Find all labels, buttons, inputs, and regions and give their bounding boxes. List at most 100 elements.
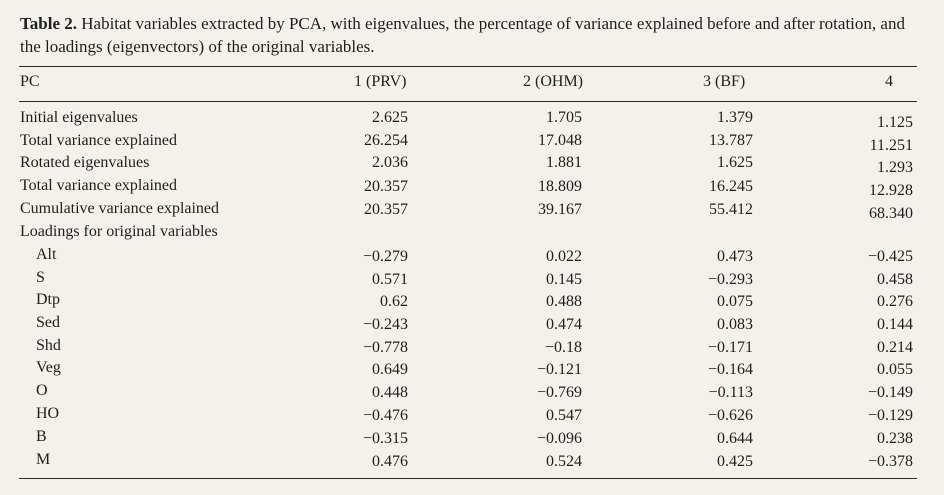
cell-col-2: 0.474 xyxy=(546,316,582,333)
cell-col-3: 0.425 xyxy=(717,453,753,470)
table-row: Total variance explained 26.254 17.048 13.7… xyxy=(0,132,944,154)
row-label: M xyxy=(36,451,51,468)
cell-col-4: 0.055 xyxy=(877,361,913,378)
cell-col-4: 68.340 xyxy=(869,205,913,222)
row-label: Total variance explained xyxy=(20,132,178,149)
table-row: Initial eigenvalues 2.625 1.705 1.379 1.125 xyxy=(0,109,944,131)
row-label: Sed xyxy=(36,314,60,331)
cell-col-4: −0.425 xyxy=(867,248,913,265)
row-label: Loadings for original variables xyxy=(20,223,218,240)
row-label: Initial eigenvalues xyxy=(20,109,138,126)
cell-col-3: −0.171 xyxy=(707,339,753,356)
cell-col-1: 0.476 xyxy=(372,453,408,470)
caption-text: Habitat variables extracted by PCA, with… xyxy=(20,14,905,56)
table-row: Shd −0.778 −0.18 −0.171 0.214 xyxy=(0,337,944,359)
cell-col-1: −0.243 xyxy=(362,316,408,333)
table-row: HO −0.476 0.547 −0.626 −0.129 xyxy=(0,405,944,427)
header-pc: PC xyxy=(20,73,40,90)
cell-col-1: 0.62 xyxy=(380,293,408,310)
cell-col-2: 0.524 xyxy=(546,453,582,470)
row-label: B xyxy=(36,428,47,445)
cell-col-2: 39.167 xyxy=(538,201,582,218)
table-row: Loadings for original variables xyxy=(0,223,944,245)
cell-col-1: −0.778 xyxy=(362,339,408,356)
cell-col-2: 17.048 xyxy=(538,132,582,149)
cell-col-3: 55.412 xyxy=(709,201,753,218)
table-row: Veg 0.649 −0.121 −0.164 0.055 xyxy=(0,359,944,381)
cell-col-2: 0.145 xyxy=(546,271,582,288)
header-col-3: 3 (BF) xyxy=(703,73,746,90)
cell-col-3: 0.075 xyxy=(717,293,753,310)
table-row: Dtp 0.62 0.488 0.075 0.276 xyxy=(0,291,944,313)
cell-col-2: 1.705 xyxy=(546,109,582,126)
cell-col-3: 0.083 xyxy=(717,316,753,333)
cell-col-1: −0.476 xyxy=(362,407,408,424)
cell-col-4: 0.276 xyxy=(877,293,913,310)
cell-col-2: −0.18 xyxy=(544,339,582,356)
cell-col-2: 18.809 xyxy=(538,178,582,195)
row-label: Cumulative variance explained xyxy=(20,200,220,217)
table-row: B −0.315 −0.096 0.644 0.238 xyxy=(0,428,944,450)
cell-col-1: 2.036 xyxy=(372,154,408,171)
row-label: O xyxy=(36,382,48,399)
row-label: Rotated eigenvalues xyxy=(20,154,150,171)
table-row: M 0.476 0.524 0.425 −0.378 xyxy=(0,451,944,473)
cell-col-1: 0.649 xyxy=(372,361,408,378)
cell-col-3: 16.245 xyxy=(709,178,753,195)
cell-col-4: 1.293 xyxy=(877,159,913,176)
cell-col-1: −0.279 xyxy=(362,248,408,265)
cell-col-4: 0.238 xyxy=(877,430,913,447)
table-row: Cumulative variance explained 20.357 39.16… xyxy=(0,200,944,222)
cell-col-2: −0.096 xyxy=(536,430,582,447)
cell-col-2: 0.547 xyxy=(546,407,582,424)
header-col-2: 2 (OHM) xyxy=(523,73,583,90)
table-row: Sed −0.243 0.474 0.083 0.144 xyxy=(0,314,944,336)
header-rule xyxy=(19,101,917,102)
row-label: Dtp xyxy=(36,291,60,308)
top-rule xyxy=(19,66,917,67)
table-caption: Table 2. Habitat variables extracted by … xyxy=(20,12,925,58)
row-label: Shd xyxy=(36,337,61,354)
cell-col-4: −0.378 xyxy=(867,453,913,470)
cell-col-1: 0.448 xyxy=(372,384,408,401)
cell-col-1: −0.315 xyxy=(362,430,408,447)
header-col-4: 4 xyxy=(885,73,893,90)
table-row: Alt −0.279 0.022 0.473 −0.425 xyxy=(0,246,944,268)
row-label: Veg xyxy=(36,359,61,376)
cell-col-4: −0.129 xyxy=(867,407,913,424)
cell-col-3: −0.293 xyxy=(707,271,753,288)
cell-col-2: 1.881 xyxy=(546,154,582,171)
bottom-rule xyxy=(19,478,917,479)
cell-col-4: 0.214 xyxy=(877,339,913,356)
row-label: Alt xyxy=(36,246,57,263)
cell-col-1: 26.254 xyxy=(364,132,408,149)
cell-col-1: 20.357 xyxy=(364,178,408,195)
cell-col-3: 0.473 xyxy=(717,248,753,265)
row-label: S xyxy=(36,269,45,286)
cell-col-4: 12.928 xyxy=(869,182,913,199)
cell-col-3: 1.625 xyxy=(717,154,753,171)
cell-col-1: 2.625 xyxy=(372,109,408,126)
cell-col-3: −0.113 xyxy=(708,384,753,401)
cell-col-1: 20.357 xyxy=(364,201,408,218)
cell-col-3: 0.644 xyxy=(717,430,753,447)
cell-col-4: −0.149 xyxy=(867,384,913,401)
cell-col-2: 0.488 xyxy=(546,293,582,310)
row-label: HO xyxy=(36,405,60,422)
cell-col-3: −0.164 xyxy=(707,361,753,378)
header-col-1: 1 (PRV) xyxy=(354,73,407,90)
table-row: Rotated eigenvalues 2.036 1.881 1.625 1.293 xyxy=(0,154,944,176)
cell-col-4: 11.251 xyxy=(869,137,913,154)
cell-col-4: 0.144 xyxy=(877,316,913,333)
cell-col-2: −0.121 xyxy=(536,361,582,378)
cell-col-4: 0.458 xyxy=(877,271,913,288)
cell-col-2: −0.769 xyxy=(536,384,582,401)
cell-col-1: 0.571 xyxy=(372,271,408,288)
row-label: Total variance explained xyxy=(20,177,178,194)
cell-col-3: −0.626 xyxy=(707,407,753,424)
cell-col-3: 13.787 xyxy=(709,132,753,149)
cell-col-2: 0.022 xyxy=(546,248,582,265)
table-row: O 0.448 −0.769 −0.113 −0.149 xyxy=(0,382,944,404)
cell-col-4: 1.125 xyxy=(877,114,913,131)
caption-label: Table 2. xyxy=(20,14,78,33)
